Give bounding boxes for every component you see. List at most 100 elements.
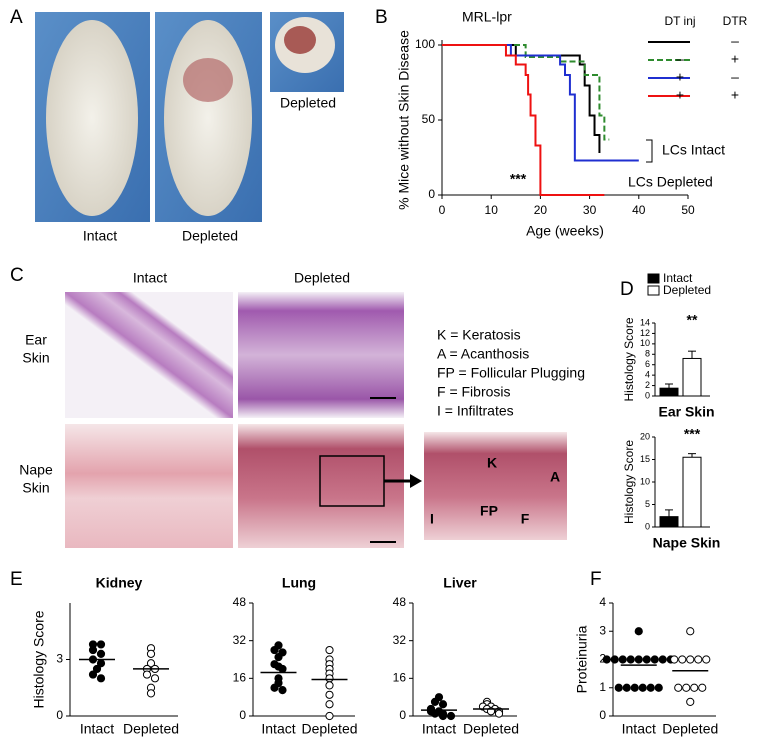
data-point [602,655,611,664]
y-tick-label: 6 [645,359,650,369]
y-tick-label: 20 [640,431,650,441]
bar [682,456,702,528]
histology [238,424,404,548]
data-point [626,655,635,664]
data-point [630,683,639,692]
data-point [270,645,279,655]
x-tick-label: 40 [632,203,646,217]
bar [659,387,679,397]
data-point [150,674,160,683]
data-point [614,683,623,692]
legend-symbol: – [731,69,739,85]
data-point [438,700,448,709]
lesion [284,26,316,54]
y-tick-label: 3 [599,623,606,637]
mouse [164,20,252,216]
y-tick-label: 10 [640,476,650,486]
legend-symbol: + [676,69,684,85]
data-point [694,655,703,664]
arrow-head [410,474,422,488]
data-point [88,645,98,655]
data-point [658,655,667,664]
legend-label: Depleted [663,283,711,297]
data-point [670,655,679,664]
x-tick-label: 20 [534,203,548,217]
x-tick-label: 0 [439,203,446,217]
data-point [325,690,334,699]
survival-curve [442,44,639,162]
y-tick-label: 0 [428,187,435,201]
legend-symbol: – [676,51,684,67]
data-point [278,686,287,695]
row-label: Nape [19,462,53,478]
data-point [622,683,631,692]
data-point [325,681,334,690]
legend-text: I = Infiltrates [437,403,514,419]
data-point [654,683,663,692]
y-axis-label: Histology Score [622,317,636,401]
legend-header: DTR [723,14,748,28]
y-tick-label: 32 [233,633,247,647]
legend-swatch [647,285,660,296]
data-point [634,655,643,664]
y-tick-label: 0 [399,708,406,722]
data-point [650,655,659,664]
x-tick-label: 30 [583,203,597,217]
y-tick-label: 5 [645,499,650,509]
bar [659,516,679,528]
histology [238,292,404,418]
annotation: K [487,455,497,471]
legend-text: FP = Follicular Plugging [437,365,585,381]
histology [424,432,567,540]
legend-label: Intact [663,271,693,285]
significance: ** [687,312,698,328]
annotation: F [521,511,530,527]
data-point [610,655,619,664]
data-point [702,655,711,664]
histology [65,292,233,418]
legend-symbol: + [676,87,684,103]
y-tick-label: 15 [640,454,650,464]
data-point [325,700,334,709]
data-point [642,655,651,664]
data-point [438,711,448,721]
data-point [686,655,695,664]
legend-symbol: – [731,33,739,49]
x-tick-label: Intact [422,721,456,737]
data-point [494,709,504,718]
panel-letter: A [10,7,23,28]
x-tick-label: Depleted [662,721,718,737]
legend-symbol: + [731,51,739,67]
data-point [270,683,279,692]
annotation: FP [480,503,498,519]
data-point [674,683,683,692]
x-tick-label: Intact [622,721,656,737]
data-point [646,683,655,692]
legend-swatch [647,273,660,284]
legend-symbol: + [731,87,739,103]
y-axis-label: Proteinuria [574,625,590,693]
y-tick-label: 48 [233,595,247,609]
data-point [325,711,334,721]
annotation: I [430,511,434,527]
y-tick-label: 12 [640,328,650,338]
data-point [325,645,334,655]
data-point [146,689,156,698]
mouse [46,20,138,216]
column-label: Depleted [294,270,350,286]
y-tick-label: 16 [233,671,247,685]
data-point [88,670,98,679]
y-tick-label: 10 [640,338,650,348]
histology [65,424,233,548]
y-tick-label: 1 [599,680,606,694]
data-point [96,674,106,683]
chart-title: Nape Skin [653,535,721,551]
data-point [678,655,687,664]
annotation: *** [510,171,527,187]
y-tick-label: 48 [393,595,407,609]
x-tick-label: 50 [681,203,695,217]
y-tick-label: 2 [645,380,650,390]
data-point [146,659,156,668]
